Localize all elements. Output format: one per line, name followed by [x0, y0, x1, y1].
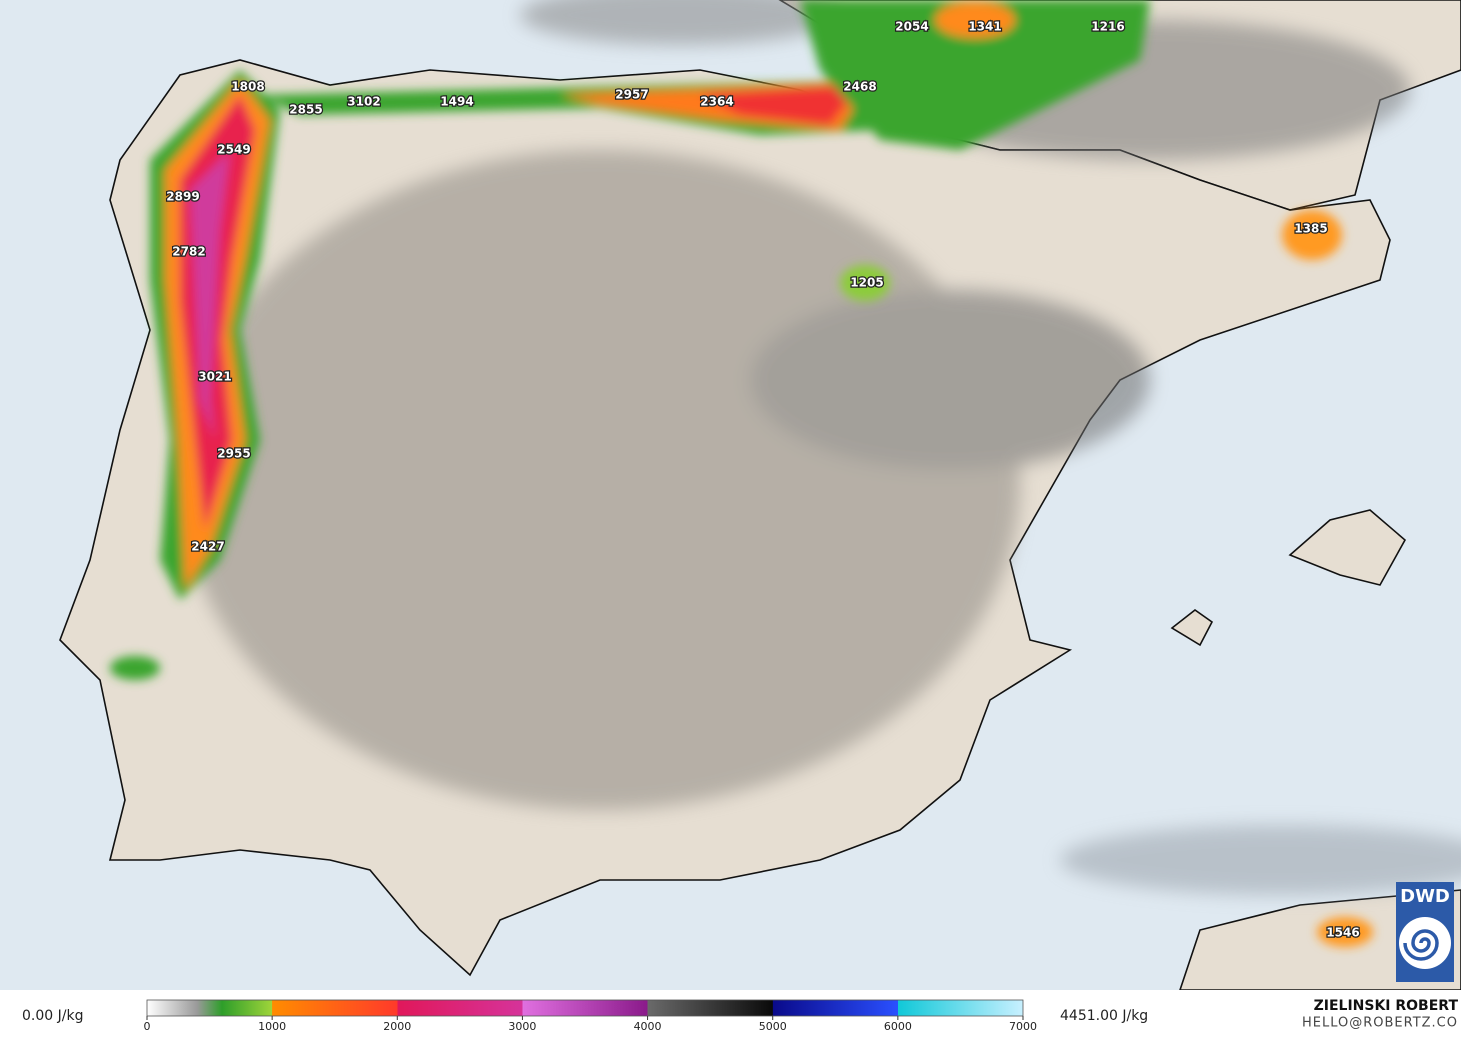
- value-label: 3021: [198, 370, 231, 384]
- logo: DWD: [1396, 882, 1454, 982]
- credit-contact: HELLO@ROBERTZ.CO: [1302, 1016, 1458, 1031]
- value-label: 1546: [1326, 926, 1359, 940]
- value-label: 2855: [289, 103, 322, 117]
- value-label: 2468: [843, 80, 876, 94]
- credit-name: ZIELINSKI ROBERT: [1314, 998, 1459, 1014]
- colorbar-tick-label: 1000: [258, 1020, 286, 1033]
- colorbar-tick-label: 7000: [1009, 1020, 1037, 1033]
- colorbar: 0.00 J/kg 4451.00 J/kg ZIELINSKI ROBERT …: [22, 998, 1459, 1033]
- value-label: 1216: [1091, 20, 1124, 34]
- colorbar-tick-label: 6000: [884, 1020, 912, 1033]
- value-label: 1385: [1294, 222, 1327, 236]
- logo-icon: [1399, 917, 1451, 969]
- value-label: 2364: [700, 95, 733, 109]
- colorbar-tick-label: 3000: [508, 1020, 536, 1033]
- colorbar-tick-label: 5000: [759, 1020, 787, 1033]
- logo-text: DWD: [1400, 886, 1450, 907]
- value-label: 1341: [968, 20, 1001, 34]
- value-label: 2955: [217, 447, 250, 461]
- value-label: 2549: [217, 143, 250, 157]
- value-label: 1808: [231, 80, 264, 94]
- value-label: 2054: [895, 20, 928, 34]
- value-label: 1494: [440, 95, 473, 109]
- colorbar-tick-label: 0: [144, 1020, 151, 1033]
- value-label: 1205: [850, 276, 883, 290]
- value-label: 3102: [347, 95, 380, 109]
- max-label: 4451.00 J/kg: [1060, 1008, 1148, 1024]
- colorbar-tick-label: 2000: [383, 1020, 411, 1033]
- colorbar-gradient: [146, 999, 1024, 1017]
- colorbar-tick-label: 4000: [634, 1020, 662, 1033]
- value-label: 2899: [166, 190, 199, 204]
- overlay-color: [110, 0, 1373, 947]
- value-label: 2957: [615, 88, 648, 102]
- legend-bar: 0.00 J/kg 4451.00 J/kg ZIELINSKI ROBERT …: [0, 990, 1461, 1035]
- min-label: 0.00 J/kg: [22, 1008, 83, 1024]
- value-label: 2427: [191, 540, 224, 554]
- value-label: 2782: [172, 245, 205, 259]
- value-labels: 1808 2855 3102 1494 2957 2364 2468 2054 1341 1216…: [165, 18, 1361, 941]
- map: 1808 2855 3102 1494 2957 2364 2468 2054 1341 1216…: [0, 0, 1461, 990]
